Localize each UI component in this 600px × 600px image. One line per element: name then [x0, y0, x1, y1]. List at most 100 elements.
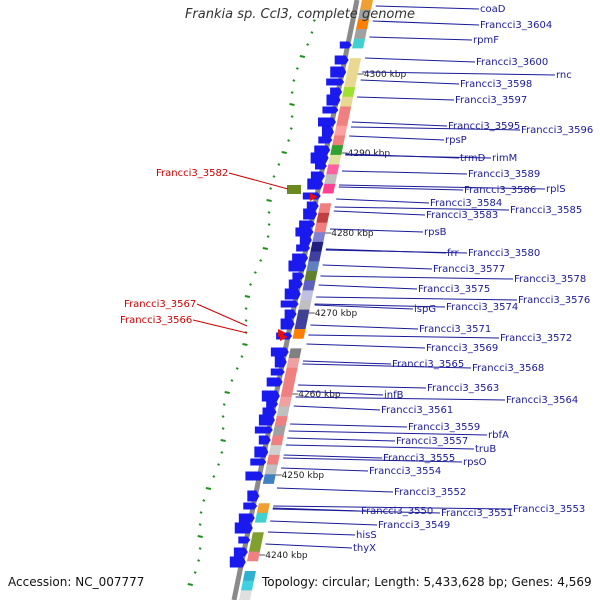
- leader-line: [273, 505, 513, 510]
- reverse-gene-block: [287, 185, 301, 194]
- ring-block: [272, 425, 286, 436]
- gc-dot: [221, 427, 225, 430]
- leader-line: [360, 79, 460, 85]
- gc-dot: [312, 19, 316, 22]
- gene-label: Francci3_3564: [506, 395, 578, 406]
- gc-dot: [193, 571, 197, 574]
- forward-gene-arrow: [258, 435, 271, 445]
- ring-block: [262, 474, 276, 485]
- gene-label: Francci3_3575: [418, 284, 490, 295]
- leader-line: [322, 264, 433, 270]
- gc-dot: [197, 559, 201, 562]
- reverse-gene-arrow: [310, 193, 318, 201]
- gc-dot: [292, 79, 296, 82]
- gc-dot: [198, 547, 202, 550]
- label-leader-lines: [192, 5, 556, 549]
- ring-block: [278, 396, 292, 407]
- ring-block: [260, 483, 274, 494]
- gc-dot: [244, 307, 248, 310]
- gene-label: coaD: [480, 4, 506, 15]
- ring-block: [318, 203, 332, 214]
- leader-line: [281, 467, 369, 472]
- leader-line: [345, 153, 460, 159]
- leader-line: [357, 96, 455, 101]
- ring-block: [246, 551, 260, 562]
- ring-block: [306, 261, 320, 272]
- forward-gene-arrow: [274, 356, 287, 368]
- leader-line: [314, 304, 414, 310]
- gc-dot: [205, 487, 212, 490]
- gc-dot: [259, 259, 263, 262]
- leader-line: [298, 384, 427, 389]
- gene-label: rbfA: [488, 430, 509, 441]
- gene-label: Francci3_3600: [476, 57, 548, 68]
- leader-line: [285, 444, 475, 450]
- gc-dot: [240, 355, 244, 358]
- forward-gene-arrow: [299, 234, 312, 246]
- forward-gene-arrow: [262, 407, 277, 417]
- forward-gene-arrow: [292, 253, 309, 263]
- ring-block: [353, 29, 368, 40]
- scale-label: 4260 kbp: [298, 390, 341, 400]
- ring-block: [248, 541, 262, 553]
- forward-gene-arrow: [266, 377, 283, 387]
- scale-labels: 4300 kbp 4290 kbp 4280 kbp 4270 kbp 4260 kbp…: [259, 70, 407, 561]
- ring-block: [336, 116, 350, 127]
- forward-gene-arrow: [314, 162, 327, 170]
- gene-label: Francci3_3578: [514, 274, 586, 285]
- leader-line: [293, 405, 381, 411]
- ring-block: [240, 580, 254, 591]
- ring-block: [238, 590, 252, 600]
- gene-label: rpsO: [463, 457, 487, 468]
- forward-gene-arrow: [238, 536, 251, 544]
- gc-dot: [299, 55, 306, 58]
- ring-block: [324, 174, 338, 185]
- leader-line: [295, 396, 506, 401]
- leader-line: [308, 334, 500, 339]
- ring-block: [276, 406, 290, 417]
- leader-line: [310, 324, 419, 330]
- gene-label: Francci3_3554: [369, 466, 441, 477]
- leader-line: [369, 36, 473, 41]
- gene-label: Francci3_3583: [426, 210, 498, 221]
- forward-gene-arrow: [310, 152, 329, 164]
- gene-label: infB: [384, 390, 404, 401]
- gene-label: Francci3_3596: [521, 125, 593, 136]
- leader-line: [228, 172, 289, 190]
- gc-dot: [235, 367, 239, 370]
- page-title: Frankia sp. CcI3, complete genome: [184, 7, 416, 22]
- ring-block: [300, 290, 314, 301]
- gene-label: rpsP: [445, 135, 467, 146]
- forward-gene-arrow: [280, 300, 299, 308]
- leader-line: [270, 520, 378, 526]
- gene-label: Francci3_3566: [120, 315, 192, 326]
- gene-label: Francci3_3584: [430, 198, 502, 209]
- gene-label: Francci3_3597: [455, 95, 527, 106]
- forward-gene-arrow: [339, 41, 352, 49]
- ring-block: [359, 0, 373, 11]
- leader-line: [272, 508, 441, 514]
- ring-block: [302, 280, 316, 291]
- gc-dot: [187, 583, 193, 586]
- gc-dot: [222, 403, 226, 406]
- gc-dot: [249, 283, 253, 286]
- gene-label: Francci3_3552: [394, 487, 466, 498]
- leader-line: [330, 228, 424, 233]
- gene-label: rpsB: [424, 227, 447, 238]
- leader-line: [318, 284, 418, 290]
- gene-label: truB: [475, 444, 496, 455]
- gene-label: Francci3_3553: [513, 504, 585, 515]
- ring-block: [290, 338, 304, 349]
- gene-label: Francci3_3569: [426, 343, 498, 354]
- forward-gene-arrow: [303, 208, 318, 220]
- forward-gene-arrow: [306, 201, 319, 211]
- forward-gene-arrow: [261, 390, 280, 402]
- gc-dot: [287, 139, 291, 142]
- gc-dot: [310, 31, 314, 34]
- forward-gene-arrow: [270, 347, 289, 357]
- gene-label: Francci3_3565: [392, 359, 464, 370]
- ring-block: [268, 445, 282, 456]
- ring-block: [250, 532, 264, 543]
- ring-block: [284, 367, 298, 378]
